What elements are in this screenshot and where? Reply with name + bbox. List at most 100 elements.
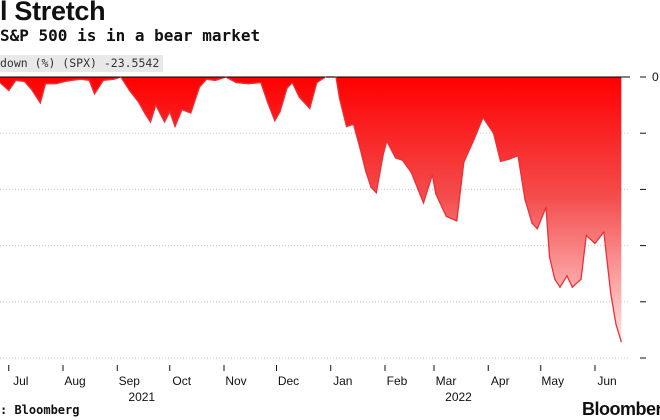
data-point [88, 79, 90, 81]
data-point [23, 80, 26, 83]
data-point [382, 154, 384, 156]
data-point [169, 111, 171, 113]
data-point [620, 341, 622, 343]
x-tick-label: Jun [597, 374, 616, 388]
data-point [286, 87, 288, 89]
data-point [163, 121, 166, 123]
year-label: 2022 [445, 390, 472, 404]
x-tick-label: May [541, 374, 564, 388]
data-point [571, 286, 573, 288]
bloomberg-logo: Bloomberg [582, 399, 660, 419]
data-point [603, 231, 605, 233]
series-legend: down (%) (SPX) -23.5542 [0, 55, 164, 72]
data-point [554, 278, 556, 280]
data-point [137, 101, 139, 103]
data-point [102, 79, 104, 81]
data-point [267, 102, 269, 104]
x-tick-label: Sep [119, 374, 141, 388]
data-point [559, 286, 561, 288]
data-point [15, 79, 17, 81]
data-point [401, 159, 404, 161]
x-tick-label: Mar [436, 374, 457, 388]
data-point [93, 93, 96, 95]
data-point [463, 161, 465, 163]
source-note: : Bloomberg [0, 403, 80, 417]
data-point [499, 160, 502, 162]
x-tick-label: Nov [225, 374, 246, 388]
data-point [149, 121, 152, 123]
data-point [375, 192, 377, 194]
data-point [431, 174, 433, 176]
data-point [214, 79, 216, 81]
data-point [190, 112, 192, 114]
x-tick-label: Apr [491, 374, 510, 388]
data-point [508, 158, 510, 160]
data-point [594, 242, 596, 244]
data-point [370, 186, 372, 188]
data-point [536, 228, 538, 230]
data-point [335, 76, 337, 78]
data-point [225, 76, 227, 78]
data-point [585, 234, 587, 237]
data-point [316, 82, 318, 84]
data-point [548, 256, 551, 258]
data-point [352, 123, 355, 125]
data-point [309, 107, 311, 110]
data-point [365, 170, 367, 172]
data-point [324, 76, 327, 78]
drawdown-area [0, 77, 622, 342]
x-tick-label: Dec [278, 374, 299, 388]
data-point [79, 78, 82, 80]
data-point [64, 80, 66, 83]
data-point [386, 140, 388, 142]
data-point [44, 83, 47, 85]
x-tick-label: Jan [333, 374, 352, 388]
data-point [473, 138, 475, 140]
data-point [39, 102, 41, 104]
data-point [55, 83, 57, 85]
data-point [8, 89, 10, 92]
x-tick-label: Oct [172, 374, 191, 388]
data-point [410, 171, 412, 174]
data-point [71, 79, 73, 81]
data-point [394, 157, 397, 159]
data-point [456, 220, 458, 222]
data-point [524, 198, 526, 201]
data-point [30, 88, 33, 90]
data-point [235, 82, 237, 84]
year-label: 2021 [128, 390, 155, 404]
data-point [181, 109, 183, 111]
data-point [492, 132, 495, 134]
data-point [298, 96, 300, 98]
data-point [435, 193, 437, 195]
data-point [155, 104, 157, 106]
data-point [615, 323, 617, 325]
chart-subtitle: S&P 500 is in a bear market [0, 26, 261, 45]
x-tick-label: Jul [13, 374, 28, 388]
data-point [338, 97, 341, 99]
data-point [260, 82, 262, 84]
data-point [144, 113, 146, 115]
data-point [291, 82, 293, 84]
data-point [445, 215, 447, 217]
data-point [482, 116, 484, 119]
data-point [566, 275, 568, 277]
data-point [247, 83, 250, 85]
x-tick-label: Feb [387, 374, 408, 388]
data-point [422, 202, 425, 204]
data-point [545, 206, 547, 208]
data-point [120, 76, 122, 78]
data-point [345, 125, 348, 128]
data-point [0, 82, 1, 84]
data-point [531, 222, 533, 224]
data-point [279, 111, 281, 113]
data-point [128, 89, 131, 92]
data-point [174, 125, 176, 128]
data-point [274, 120, 276, 122]
data-point [198, 86, 201, 88]
chart-title: l Stretch [0, 0, 106, 26]
data-point [359, 149, 362, 151]
data-point [205, 78, 208, 80]
x-tick-label: Aug [64, 374, 85, 388]
